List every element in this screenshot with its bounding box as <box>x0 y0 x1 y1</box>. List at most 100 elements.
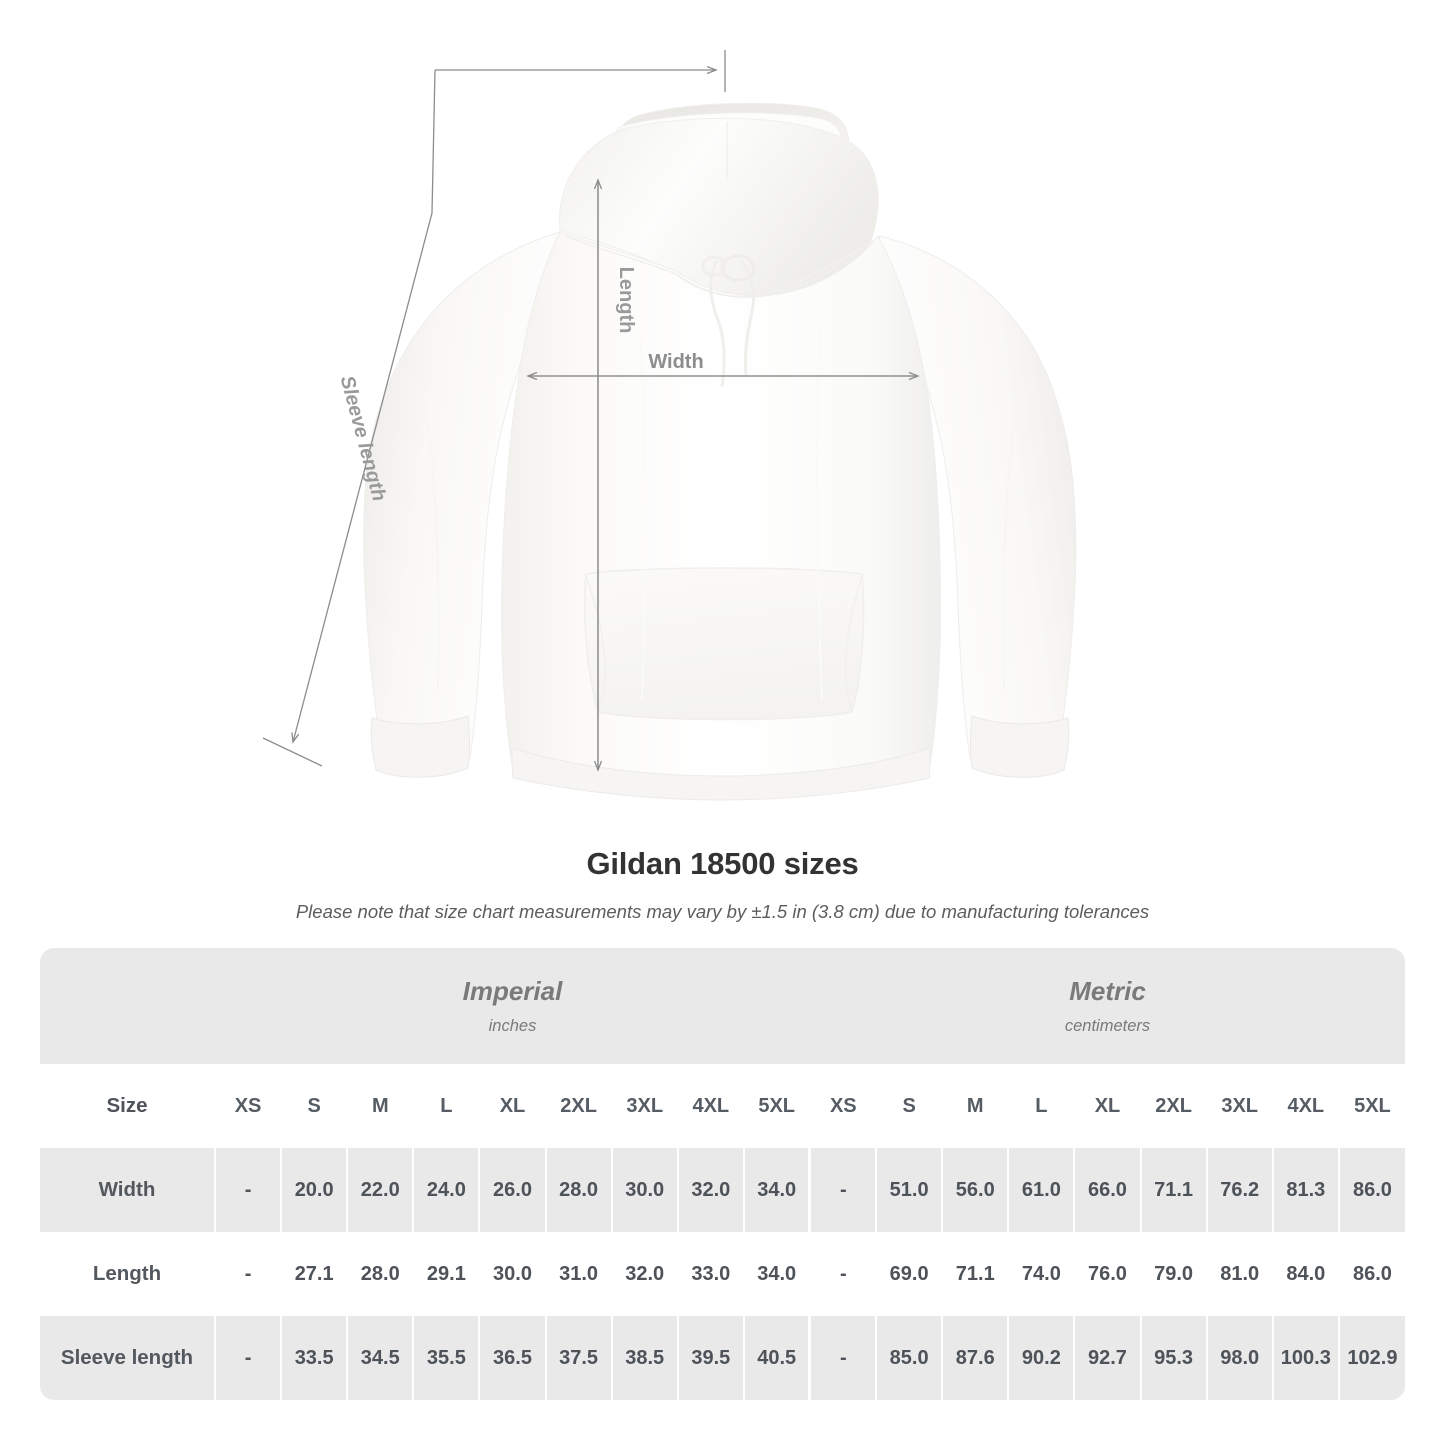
cell-length-imperial-l: 29.1 <box>413 1232 481 1316</box>
cell-width-imperial-4xl: 32.0 <box>677 1148 745 1232</box>
size-header-imperial-m: M <box>347 1064 415 1148</box>
cell-width-imperial-m: 22.0 <box>347 1148 415 1232</box>
cell-length-imperial-2xl: 31.0 <box>545 1232 613 1316</box>
cell-sleeve-length-imperial-xl: 36.5 <box>479 1316 547 1400</box>
cell-length-imperial-s: 27.1 <box>281 1232 349 1316</box>
cell-width-metric-3xl: 76.2 <box>1206 1148 1274 1232</box>
cell-length-metric-xl: 76.0 <box>1074 1232 1142 1316</box>
size-header-imperial-xl: XL <box>479 1064 547 1148</box>
row-label-length: Length <box>40 1232 216 1316</box>
hoodie-illustration-svg: Sleeve length Length Width <box>262 50 1077 801</box>
cell-sleeve-length-metric-l: 90.2 <box>1008 1316 1076 1400</box>
cell-width-metric-4xl: 81.3 <box>1272 1148 1340 1232</box>
size-header-imperial-4xl: 4XL <box>677 1064 745 1148</box>
hoodie-size-diagram: Sleeve length Length Width <box>262 50 1077 801</box>
unit-block-name: Metric <box>1069 975 1146 1006</box>
row-label-sleeve-length: Sleeve length <box>40 1316 216 1400</box>
cell-sleeve-length-metric-xl: 92.7 <box>1074 1316 1142 1400</box>
size-header-imperial-s: S <box>281 1064 349 1148</box>
chart-heading: Gildan 18500 sizes Please note that size… <box>0 845 1445 924</box>
unit-banner-spacer <box>40 948 215 1064</box>
unit-block-name: Imperial <box>462 975 563 1006</box>
page-title: Gildan 18500 sizes <box>586 846 859 881</box>
measurement-annotations <box>262 50 918 770</box>
cell-width-imperial-2xl: 28.0 <box>545 1148 613 1232</box>
cell-length-imperial-3xl: 32.0 <box>611 1232 679 1316</box>
unit-block-sub: inches <box>488 1016 537 1035</box>
size-header-metric-l: L <box>1008 1064 1076 1148</box>
cell-length-imperial-m: 28.0 <box>347 1232 415 1316</box>
cell-width-imperial-s: 20.0 <box>281 1148 349 1232</box>
cell-sleeve-length-metric-xs: - <box>809 1316 878 1400</box>
cell-sleeve-length-imperial-s: 33.5 <box>281 1316 349 1400</box>
size-header-metric-2xl: 2XL <box>1140 1064 1208 1148</box>
cell-width-imperial-xl: 26.0 <box>479 1148 547 1232</box>
table-row: Width -20.0 22.0 24.0 26.0 28.0 30.0 32.0 34.0-5… <box>40 1148 1405 1232</box>
cell-width-metric-m: 56.0 <box>942 1148 1010 1232</box>
width-label: Width <box>648 351 703 373</box>
unit-block-metric: Metric centimeters <box>809 948 1405 1064</box>
cell-length-imperial-5xl: 34.0 <box>743 1232 812 1316</box>
size-header-metric-m: M <box>942 1064 1010 1148</box>
cell-width-imperial-l: 24.0 <box>413 1148 481 1232</box>
size-header-imperial-2xl: 2XL <box>545 1064 613 1148</box>
size-header-imperial-xs: XS <box>215 1064 283 1148</box>
cell-sleeve-length-metric-2xl: 95.3 <box>1140 1316 1208 1400</box>
unit-banner-row: Imperial inches Metric centimeters <box>40 948 1405 1064</box>
cell-sleeve-length-imperial-xs: - <box>215 1316 283 1400</box>
row-label-width: Width <box>40 1148 216 1232</box>
tolerance-note: Please note that size chart measurements… <box>295 901 1150 923</box>
cell-sleeve-length-metric-3xl: 98.0 <box>1206 1316 1274 1400</box>
size-header-metric-5xl: 5XL <box>1338 1064 1405 1148</box>
size-header-imperial-5xl: 5XL <box>743 1064 812 1148</box>
cell-length-imperial-xs: - <box>215 1232 283 1316</box>
cell-length-imperial-4xl: 33.0 <box>677 1232 745 1316</box>
cell-width-imperial-3xl: 30.0 <box>611 1148 679 1232</box>
cell-width-metric-5xl: 86.0 <box>1338 1148 1405 1232</box>
table-row: Sleeve length -33.5 34.5 35.5 36.5 37.5 38.5 39… <box>40 1316 1405 1400</box>
sleeve-length-dimension <box>262 50 726 767</box>
size-header-metric-s: S <box>876 1064 944 1148</box>
cell-length-metric-l: 74.0 <box>1008 1232 1076 1316</box>
unit-block-sub: centimeters <box>1064 1016 1151 1035</box>
cell-sleeve-length-imperial-5xl: 40.5 <box>743 1316 812 1400</box>
cell-width-metric-s: 51.0 <box>876 1148 944 1232</box>
unit-block-imperial: Imperial inches <box>215 948 810 1064</box>
cell-length-metric-5xl: 86.0 <box>1338 1232 1405 1316</box>
length-label: Length <box>615 267 637 334</box>
size-chart-table-wrapper: Imperial inches Metric centimeters Size XS S M L… <box>40 948 1405 1400</box>
cell-sleeve-length-imperial-l: 35.5 <box>413 1316 481 1400</box>
cell-width-metric-xl: 66.0 <box>1074 1148 1142 1232</box>
cell-length-imperial-xl: 30.0 <box>479 1232 547 1316</box>
size-header-label: Size <box>40 1064 216 1148</box>
size-header-metric-xs: XS <box>809 1064 878 1148</box>
cell-width-metric-l: 61.0 <box>1008 1148 1076 1232</box>
cell-sleeve-length-metric-s: 85.0 <box>876 1316 944 1400</box>
size-chart-table: Imperial inches Metric centimeters Size XS S M L… <box>40 948 1405 1400</box>
cell-sleeve-length-imperial-4xl: 39.5 <box>677 1316 745 1400</box>
cell-length-metric-3xl: 81.0 <box>1206 1232 1274 1316</box>
cell-length-metric-2xl: 79.0 <box>1140 1232 1208 1316</box>
cell-length-metric-xs: - <box>809 1232 878 1316</box>
cell-width-imperial-xs: - <box>215 1148 283 1232</box>
cell-length-metric-m: 71.1 <box>942 1232 1010 1316</box>
cell-sleeve-length-metric-m: 87.6 <box>942 1316 1010 1400</box>
cell-sleeve-length-imperial-2xl: 37.5 <box>545 1316 613 1400</box>
size-header-metric-4xl: 4XL <box>1272 1064 1340 1148</box>
size-header-metric-xl: XL <box>1074 1064 1142 1148</box>
cell-sleeve-length-imperial-m: 34.5 <box>347 1316 415 1400</box>
cell-length-metric-s: 69.0 <box>876 1232 944 1316</box>
cell-width-imperial-5xl: 34.0 <box>743 1148 812 1232</box>
cell-sleeve-length-imperial-3xl: 38.5 <box>611 1316 679 1400</box>
cell-length-metric-4xl: 84.0 <box>1272 1232 1340 1316</box>
size-header-row: Size XS S M L XL 2XL 3XL 4XL 5XL XS S M L XL 2XL 3XL 4XL 5… <box>40 1064 1405 1148</box>
size-header-imperial-3xl: 3XL <box>611 1064 679 1148</box>
size-header-metric-3xl: 3XL <box>1206 1064 1274 1148</box>
cell-sleeve-length-metric-5xl: 102.9 <box>1338 1316 1405 1400</box>
cell-width-metric-2xl: 71.1 <box>1140 1148 1208 1232</box>
hoodie-garment <box>363 102 1077 801</box>
table-row: Length -27.1 28.0 29.1 30.0 31.0 32.0 33.0 34.0-… <box>40 1232 1405 1316</box>
size-header-imperial-l: L <box>413 1064 481 1148</box>
cell-sleeve-length-metric-4xl: 100.3 <box>1272 1316 1340 1400</box>
cell-width-metric-xs: - <box>809 1148 878 1232</box>
